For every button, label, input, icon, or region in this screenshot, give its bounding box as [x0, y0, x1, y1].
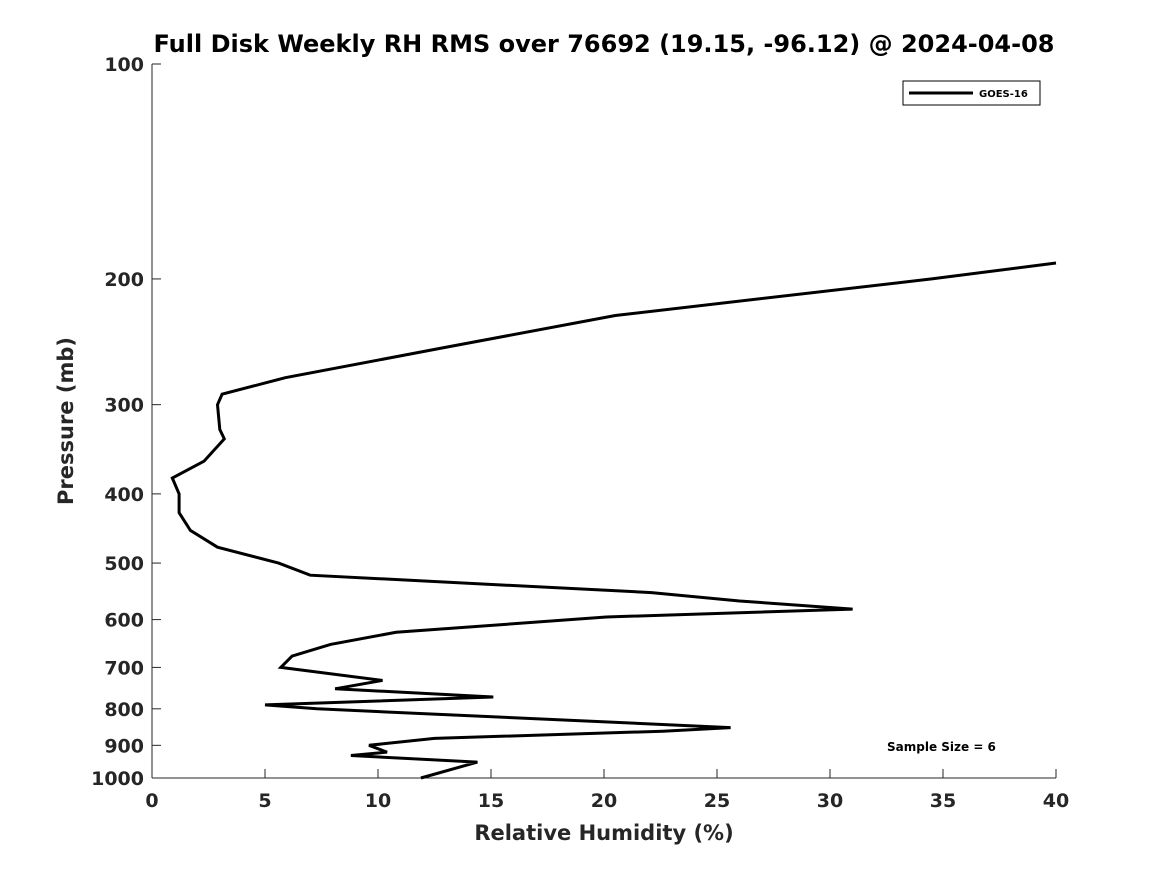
x-tick-label: 35	[930, 790, 956, 812]
x-tick-label: 0	[145, 790, 158, 812]
legend-label-goes-16: GOES-16	[979, 89, 1028, 100]
series-line-goes-16	[170, 261, 1057, 780]
x-tick-label: 40	[1043, 790, 1069, 812]
sample-size-annotation: Sample Size = 6	[887, 740, 996, 754]
y-tick-label: 300	[104, 395, 144, 417]
y-axis-label: Pressure (mb)	[54, 337, 78, 505]
y-tick-label: 700	[104, 657, 144, 679]
x-tick-label: 10	[365, 790, 391, 812]
x-tick-label: 30	[817, 790, 843, 812]
y-tick-label: 500	[104, 553, 144, 575]
axes: 0 5 10 15 20 25 30 35 40 100 200 300 400 500 600 700 800…	[91, 54, 1069, 812]
x-tick-label: 5	[258, 790, 271, 812]
x-tick-label: 25	[704, 790, 730, 812]
y-tick-label: 1000	[91, 768, 144, 790]
y-tick-label: 200	[104, 269, 144, 291]
y-tick-label: 900	[104, 735, 144, 757]
x-tick-label: 20	[591, 790, 617, 812]
series-group	[170, 261, 1057, 780]
y-tick-label: 100	[104, 54, 144, 76]
y-tick-label: 400	[104, 484, 144, 506]
y-tick-label: 600	[104, 610, 144, 632]
y-tick-label: 800	[104, 699, 144, 721]
chart-title: Full Disk Weekly RH RMS over 76692 (19.1…	[153, 30, 1054, 58]
x-tick-label: 15	[478, 790, 504, 812]
x-axis-label: Relative Humidity (%)	[474, 821, 733, 845]
legend: GOES-16	[902, 80, 1041, 106]
